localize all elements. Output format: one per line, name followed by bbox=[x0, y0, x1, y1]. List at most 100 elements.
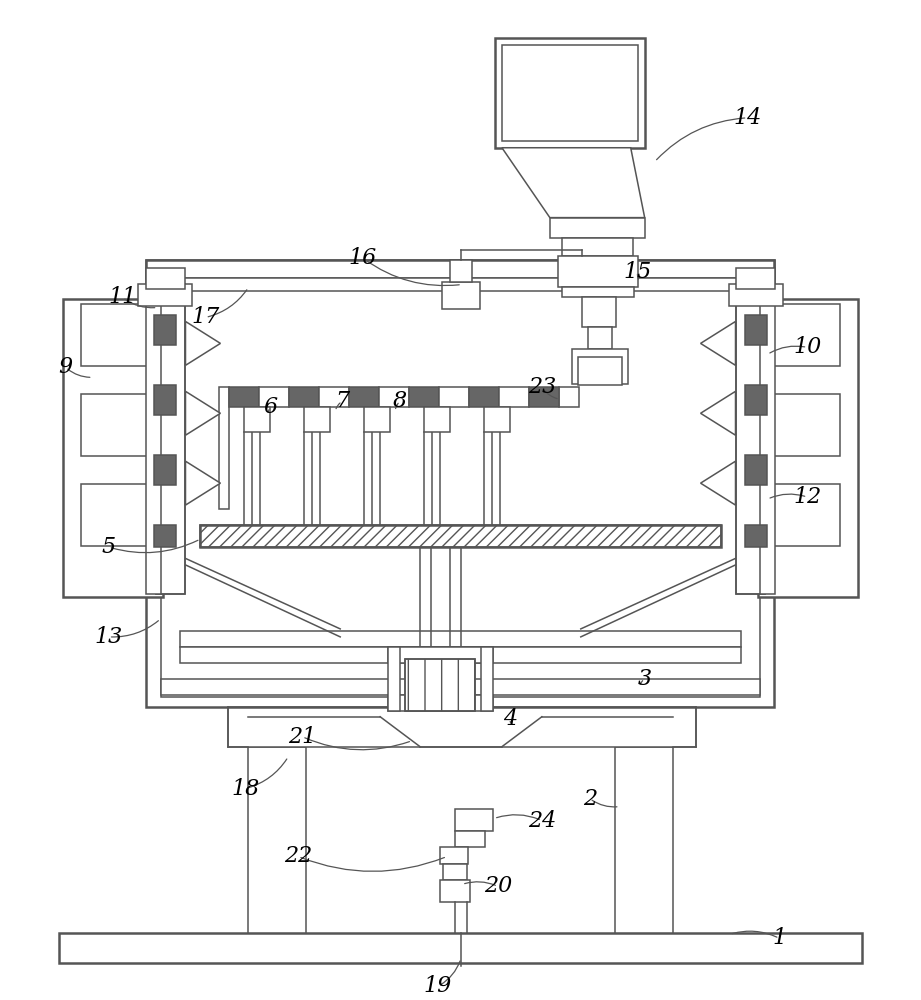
Bar bbox=[761, 284, 775, 594]
Bar bbox=[768, 394, 840, 456]
Bar bbox=[736, 268, 775, 289]
Text: 16: 16 bbox=[348, 247, 377, 269]
Bar bbox=[550, 218, 645, 238]
Bar bbox=[745, 525, 767, 547]
Bar bbox=[499, 387, 529, 407]
Bar bbox=[562, 238, 633, 256]
Bar bbox=[469, 387, 499, 407]
Text: 9: 9 bbox=[59, 356, 73, 378]
Polygon shape bbox=[701, 321, 736, 365]
Bar bbox=[81, 484, 153, 546]
Text: 21: 21 bbox=[288, 726, 317, 748]
Bar bbox=[81, 394, 153, 456]
Bar bbox=[260, 387, 289, 407]
Bar bbox=[559, 387, 578, 407]
Bar bbox=[439, 387, 469, 407]
Bar bbox=[154, 455, 176, 485]
Polygon shape bbox=[185, 391, 220, 435]
Bar bbox=[388, 647, 400, 711]
Bar bbox=[577, 357, 622, 385]
Bar bbox=[614, 747, 672, 933]
Polygon shape bbox=[185, 461, 220, 505]
Bar bbox=[156, 284, 185, 594]
Bar bbox=[154, 315, 176, 345]
Bar bbox=[572, 349, 628, 384]
Bar bbox=[181, 631, 740, 647]
Bar bbox=[529, 387, 559, 407]
Bar bbox=[154, 385, 176, 415]
Bar bbox=[349, 387, 379, 407]
Text: 5: 5 bbox=[101, 536, 116, 558]
Bar bbox=[379, 387, 409, 407]
Bar bbox=[160, 278, 761, 291]
Text: 11: 11 bbox=[109, 286, 136, 308]
Bar bbox=[181, 647, 740, 663]
Bar bbox=[63, 299, 162, 597]
Bar bbox=[388, 647, 493, 663]
Bar bbox=[81, 304, 153, 366]
Bar bbox=[450, 260, 472, 282]
Text: 6: 6 bbox=[263, 396, 277, 418]
Bar bbox=[558, 256, 637, 287]
Bar bbox=[409, 387, 439, 407]
Text: 23: 23 bbox=[528, 376, 556, 398]
Text: 8: 8 bbox=[393, 390, 407, 412]
Bar bbox=[154, 525, 176, 547]
Bar bbox=[289, 387, 320, 407]
Bar bbox=[244, 407, 271, 432]
Bar bbox=[455, 809, 493, 831]
Bar bbox=[440, 880, 470, 902]
Bar bbox=[59, 933, 862, 963]
Text: 22: 22 bbox=[285, 845, 312, 867]
Bar bbox=[146, 284, 160, 594]
Bar bbox=[405, 659, 475, 711]
Polygon shape bbox=[502, 148, 645, 218]
Bar bbox=[484, 407, 510, 432]
Text: 15: 15 bbox=[624, 261, 652, 283]
Bar bbox=[219, 387, 229, 509]
Bar bbox=[156, 284, 185, 594]
Bar bbox=[729, 284, 784, 306]
Bar bbox=[160, 272, 761, 697]
Bar bbox=[745, 455, 767, 485]
Bar bbox=[201, 525, 720, 547]
Bar bbox=[201, 525, 720, 547]
Bar bbox=[481, 647, 493, 711]
Polygon shape bbox=[185, 321, 220, 365]
Bar bbox=[146, 268, 185, 289]
Bar bbox=[424, 407, 450, 432]
Text: 24: 24 bbox=[528, 810, 556, 832]
Bar bbox=[588, 327, 612, 349]
Bar bbox=[137, 284, 192, 306]
Text: 2: 2 bbox=[583, 788, 597, 810]
Bar bbox=[304, 407, 331, 432]
Bar bbox=[768, 304, 840, 366]
Bar bbox=[440, 847, 468, 864]
Text: 13: 13 bbox=[95, 626, 122, 648]
Bar bbox=[736, 284, 765, 594]
Bar bbox=[364, 407, 391, 432]
Polygon shape bbox=[701, 391, 736, 435]
Bar bbox=[745, 315, 767, 345]
Bar bbox=[736, 284, 765, 594]
Bar bbox=[229, 387, 260, 407]
Bar bbox=[768, 484, 840, 546]
Text: 17: 17 bbox=[192, 306, 219, 328]
Bar bbox=[582, 297, 616, 327]
Text: 20: 20 bbox=[484, 875, 512, 897]
Polygon shape bbox=[701, 461, 736, 505]
Text: 7: 7 bbox=[335, 390, 349, 412]
Bar bbox=[160, 679, 761, 695]
Text: 3: 3 bbox=[637, 668, 652, 690]
Text: 10: 10 bbox=[793, 336, 822, 358]
Bar bbox=[759, 299, 858, 597]
Bar bbox=[405, 659, 475, 711]
Bar bbox=[146, 260, 775, 278]
Bar bbox=[249, 747, 307, 933]
Text: 19: 19 bbox=[424, 975, 452, 997]
Text: 1: 1 bbox=[773, 927, 787, 949]
Bar bbox=[388, 695, 493, 711]
Bar bbox=[562, 287, 634, 297]
Bar bbox=[320, 387, 349, 407]
Bar bbox=[228, 707, 695, 747]
